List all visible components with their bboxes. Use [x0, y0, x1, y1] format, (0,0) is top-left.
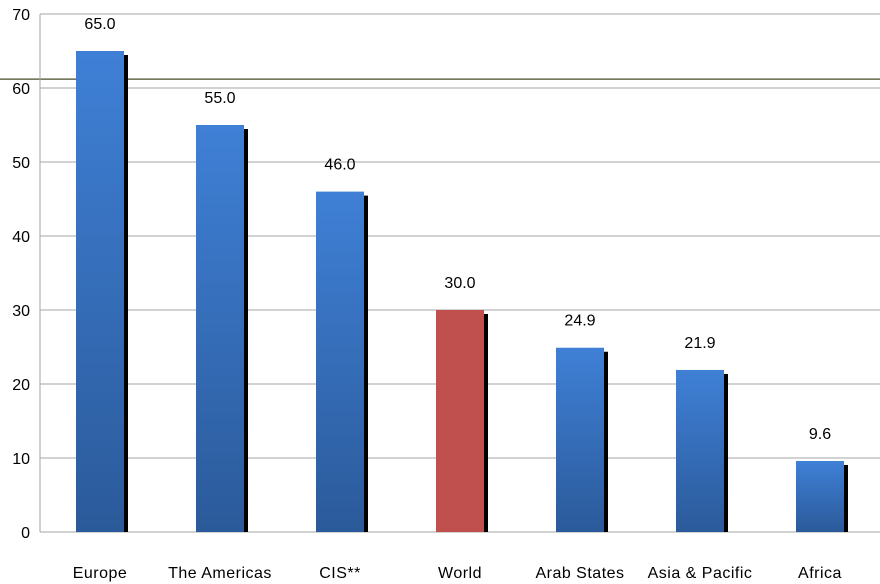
- data-label: 55.0: [204, 90, 235, 107]
- x-tick-label: Arab States: [535, 565, 624, 582]
- y-tick-label: 10: [12, 451, 30, 468]
- bar-europe: [76, 51, 124, 532]
- bar-cis: [316, 191, 364, 532]
- bar-world: [436, 310, 484, 532]
- data-label: 65.0: [84, 16, 115, 33]
- data-label: 30.0: [444, 275, 475, 292]
- x-axis: Europe The Americas CIS** World Arab States A…: [73, 565, 842, 582]
- x-tick-label: Africa: [798, 565, 842, 582]
- data-label: 46.0: [324, 157, 355, 174]
- y-tick-label: 60: [12, 81, 30, 98]
- x-tick-label: CIS**: [319, 565, 361, 582]
- bar-asia-pacific: [676, 369, 724, 532]
- data-label: 24.9: [564, 313, 595, 330]
- data-label: 9.6: [809, 426, 831, 443]
- gridlines: [0, 13, 880, 533]
- y-axis: 0 10 20 30 40 50 60 70: [12, 7, 41, 542]
- x-tick-label: Europe: [73, 565, 128, 582]
- y-tick-label: 50: [12, 155, 30, 172]
- x-tick-label: The Americas: [168, 565, 272, 582]
- bar-arab-states: [556, 347, 604, 532]
- data-labels: 65.0 55.0 46.0 30.0 24.9 21.9 9.6: [84, 16, 831, 443]
- bar-the-americas: [196, 125, 244, 532]
- y-tick-label: 20: [12, 377, 30, 394]
- bar-africa: [796, 460, 844, 532]
- y-tick-label: 0: [21, 525, 30, 542]
- x-tick-label: World: [438, 565, 482, 582]
- data-label: 21.9: [684, 335, 715, 352]
- y-tick-label: 70: [12, 7, 30, 24]
- x-tick-label: Asia & Pacific: [648, 565, 753, 582]
- bars: [76, 51, 848, 532]
- y-tick-label: 30: [12, 303, 30, 320]
- y-tick-label: 40: [12, 229, 30, 246]
